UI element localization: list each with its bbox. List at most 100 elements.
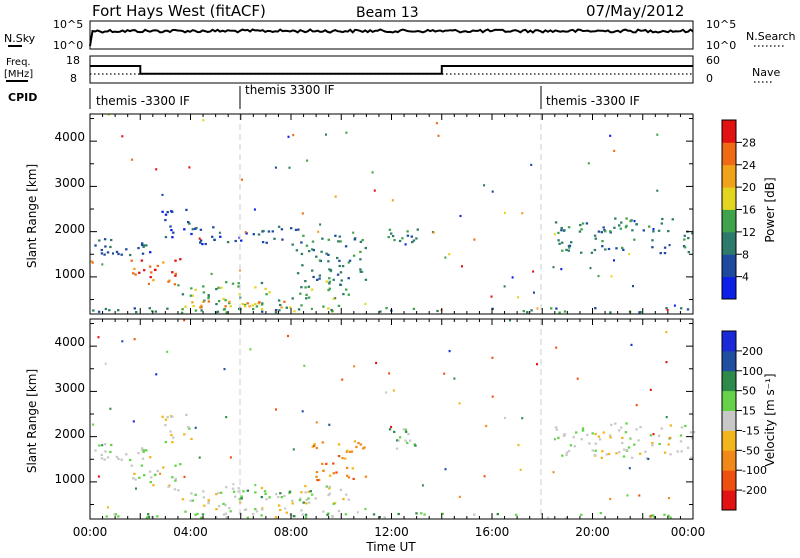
heatmap-cell	[202, 300, 205, 303]
heatmap-cell	[337, 455, 341, 458]
heatmap-cell	[665, 361, 668, 364]
heatmap-cell	[189, 294, 192, 297]
heatmap-cell	[203, 504, 206, 507]
heatmap-cell	[629, 220, 632, 223]
heatmap-cell	[228, 300, 231, 303]
heatmap-cell	[112, 252, 114, 255]
heatmap-cell	[103, 443, 107, 446]
heatmap-cell	[461, 265, 463, 268]
heatmap-cell	[198, 456, 201, 459]
heatmap-cell	[166, 211, 169, 214]
heatmap-cell	[332, 278, 335, 281]
heatmap-cell	[166, 307, 169, 310]
heatmap-cell	[328, 282, 331, 285]
heatmap-cell	[311, 248, 314, 251]
heatmap-cell	[268, 291, 271, 294]
nave-tick-bottom: 0	[706, 72, 713, 85]
heatmap-cell	[618, 429, 621, 432]
heatmap-cell	[305, 293, 308, 296]
heatmap-cell	[100, 457, 104, 460]
heatmap-cell	[98, 444, 101, 447]
heatmap-cell	[283, 494, 286, 498]
heatmap-cell	[149, 276, 152, 279]
heatmap-cell	[557, 436, 560, 439]
heatmap-cell	[315, 421, 318, 424]
heatmap-cell	[170, 434, 173, 437]
heatmap-cell	[199, 239, 203, 242]
xaxis-label: Time UT	[365, 540, 416, 554]
heatmap-cell	[327, 512, 330, 515]
heatmap-cell	[663, 451, 667, 454]
heatmap-cell	[601, 450, 604, 453]
heatmap-cell	[254, 484, 257, 487]
colorbar-swatch	[722, 470, 736, 491]
colorbar-tick-label: 16	[742, 204, 756, 217]
heatmap-cell	[649, 388, 652, 391]
power-cells	[90, 113, 694, 314]
colorbar-tick-label: 15	[742, 405, 756, 418]
nave-tick-top: 60	[706, 54, 720, 67]
heatmap-cell	[211, 235, 214, 238]
heatmap-cell	[347, 498, 350, 501]
heatmap-cell	[300, 509, 303, 512]
heatmap-cell	[137, 247, 140, 250]
heatmap-cell	[297, 228, 300, 231]
heatmap-cell	[644, 450, 647, 453]
colorbar-tick-label: 100	[742, 365, 763, 378]
heatmap-cell	[181, 498, 185, 501]
heatmap-cell	[191, 499, 194, 502]
colorbar-swatch	[722, 276, 736, 300]
heatmap-cell	[391, 235, 395, 238]
heatmap-cell	[339, 240, 342, 243]
heatmap-cell	[648, 225, 651, 228]
heatmap-cell	[624, 226, 628, 229]
cpid-label: CPID	[8, 91, 37, 104]
heatmap-cell	[558, 311, 561, 314]
heatmap-cell	[588, 442, 591, 445]
heatmap-cell	[689, 431, 693, 434]
heatmap-cell	[229, 510, 232, 513]
heatmap-cell	[217, 491, 220, 494]
heatmap-cell	[216, 310, 220, 313]
heatmap-cell	[320, 250, 323, 253]
heatmap-cell	[684, 424, 687, 428]
heatmap-cell	[174, 477, 177, 480]
xtick-label-4: 16:00	[475, 525, 510, 539]
heatmap-cell	[169, 225, 172, 228]
heatmap-cell	[396, 439, 399, 442]
heatmap-cell	[473, 513, 476, 516]
heatmap-cell	[690, 456, 693, 459]
heatmap-cell	[651, 441, 654, 445]
heatmap-cell	[300, 252, 304, 256]
heatmap-cell	[207, 502, 210, 505]
heatmap-cell	[563, 310, 567, 313]
heatmap-cell	[171, 210, 174, 213]
power-colorbar: 4 8 12 16 20 24 28 Power [dB]	[721, 119, 777, 300]
heatmap-cell	[411, 241, 414, 244]
heatmap-cell	[639, 452, 642, 455]
heatmap-cell	[622, 455, 626, 458]
heatmap-cell	[142, 449, 146, 452]
heatmap-cell	[307, 490, 310, 493]
heatmap-cell	[228, 507, 231, 510]
heatmap-cell	[663, 246, 667, 249]
heatmap-cell	[669, 453, 672, 456]
heatmap-cell	[667, 230, 670, 233]
heatmap-cell	[297, 308, 301, 311]
heatmap-cell	[338, 264, 341, 268]
heatmap-cell	[252, 233, 255, 236]
heatmap-cell	[190, 287, 193, 290]
colorbar-tick-label: 200	[742, 345, 763, 358]
heatmap-cell	[223, 368, 226, 371]
heatmap-cell	[298, 499, 302, 502]
heatmap-cell	[683, 234, 686, 237]
heatmap-cell	[137, 452, 140, 455]
power-frame	[89, 113, 694, 315]
heatmap-cell	[184, 510, 187, 513]
heatmap-cell	[100, 252, 104, 255]
heatmap-cell	[115, 250, 119, 253]
heatmap-cell	[335, 471, 338, 474]
heatmap-cell	[171, 236, 174, 239]
heatmap-cell	[599, 512, 603, 515]
